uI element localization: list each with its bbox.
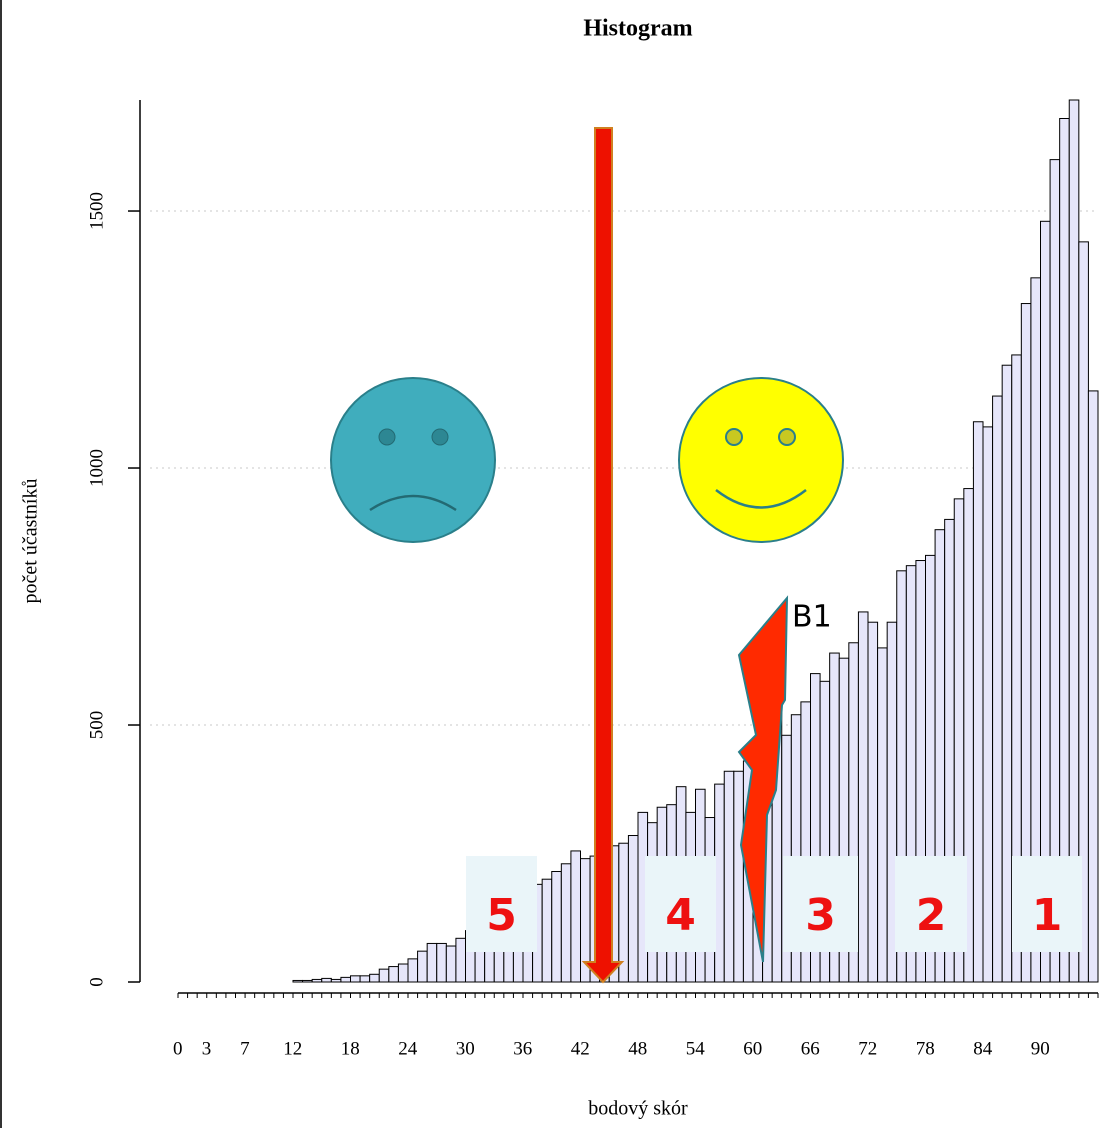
grade-label: 3 — [805, 890, 836, 941]
bar — [369, 973, 380, 983]
bar — [627, 835, 639, 983]
x-tick-label: 24 — [398, 1038, 418, 1059]
decorations: 5 4 3 2 1 B1 — [330, 127, 1082, 984]
bar — [292, 979, 304, 983]
bar — [417, 950, 428, 983]
grade-box — [1012, 856, 1082, 952]
bar — [972, 421, 984, 983]
x-tick-label: 3 — [202, 1038, 212, 1059]
bar — [359, 975, 371, 983]
bar — [723, 770, 735, 983]
chart-title: Histogram — [583, 16, 692, 42]
x-tick-label: 36 — [513, 1038, 532, 1059]
x-tick-label: 78 — [916, 1038, 935, 1059]
bar — [560, 863, 572, 983]
eye — [378, 428, 396, 446]
bar — [397, 963, 409, 983]
arrow — [581, 127, 625, 984]
x-tick-label: 90 — [1031, 1038, 1050, 1059]
x-tick-label: 84 — [973, 1038, 993, 1059]
lightning — [737, 595, 789, 963]
bar — [407, 958, 419, 983]
x-tick-label: 30 — [456, 1038, 475, 1059]
x-tick-label: 54 — [686, 1038, 706, 1059]
y-tick-label: 500 — [86, 711, 107, 740]
bar — [350, 975, 361, 983]
x-tick-label: 7 — [240, 1038, 250, 1059]
y-tick-label: 0 — [86, 977, 107, 987]
bar — [378, 968, 390, 983]
x-tick-label: 12 — [283, 1038, 302, 1059]
bar — [302, 979, 313, 983]
bar — [877, 647, 888, 983]
grade-label: 5 — [486, 890, 517, 941]
bar — [455, 937, 466, 983]
bar — [714, 783, 725, 983]
bar — [857, 611, 869, 983]
bar — [426, 942, 438, 983]
grade-box — [645, 856, 716, 952]
bar — [541, 878, 553, 983]
grade-box — [895, 856, 967, 952]
bar — [1001, 364, 1013, 983]
bar — [388, 966, 399, 983]
grade-label: 4 — [665, 890, 696, 941]
bar — [733, 770, 744, 983]
x-axis-label: bodový skór — [588, 1098, 688, 1120]
sad-face — [330, 377, 496, 543]
bar — [992, 395, 1003, 983]
bar — [321, 977, 332, 983]
eye — [431, 428, 449, 446]
grade-label: 1 — [1032, 890, 1063, 941]
smile — [715, 489, 807, 509]
x-tick-label: 66 — [801, 1038, 820, 1059]
grade-label: 2 — [916, 890, 947, 941]
bar — [867, 621, 879, 983]
eye — [778, 428, 796, 446]
frown — [369, 494, 457, 512]
bar — [982, 426, 994, 983]
grade-box — [466, 856, 537, 952]
x-tick-label: 48 — [628, 1038, 647, 1059]
bar — [436, 942, 447, 983]
x-tick-label: 18 — [341, 1038, 360, 1059]
x-tick-label: 60 — [743, 1038, 762, 1059]
bar — [330, 978, 342, 983]
eye — [725, 428, 743, 446]
x-tick-label: 72 — [858, 1038, 877, 1059]
y-tick-label: 1500 — [86, 192, 107, 230]
bar — [445, 945, 457, 983]
bar — [1068, 99, 1080, 983]
y-axis-label: počet účastníků — [20, 479, 42, 604]
bar — [311, 978, 323, 983]
happy-face — [678, 377, 844, 543]
y-tick-label: 1000 — [86, 449, 107, 487]
bar — [570, 850, 582, 983]
annotation: B1 — [792, 600, 832, 635]
bar — [1059, 118, 1070, 983]
bar — [340, 976, 351, 983]
x-tick-label: 0 — [173, 1038, 183, 1059]
bar — [551, 870, 562, 983]
x-tick-label: 42 — [571, 1038, 590, 1059]
grade-box — [783, 856, 858, 952]
bar — [1087, 390, 1099, 983]
